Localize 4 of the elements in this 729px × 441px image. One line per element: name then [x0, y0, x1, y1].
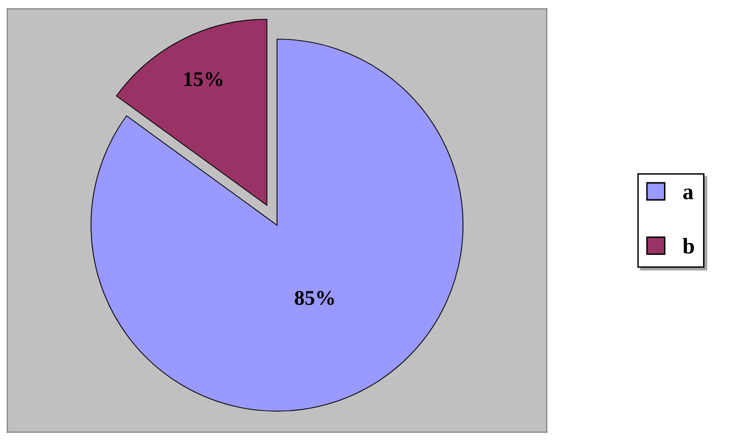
legend-label: a — [683, 188, 694, 200]
data-label: 15% — [184, 72, 222, 86]
data-label: 85% — [294, 290, 334, 306]
legend-label: b — [682, 238, 694, 254]
